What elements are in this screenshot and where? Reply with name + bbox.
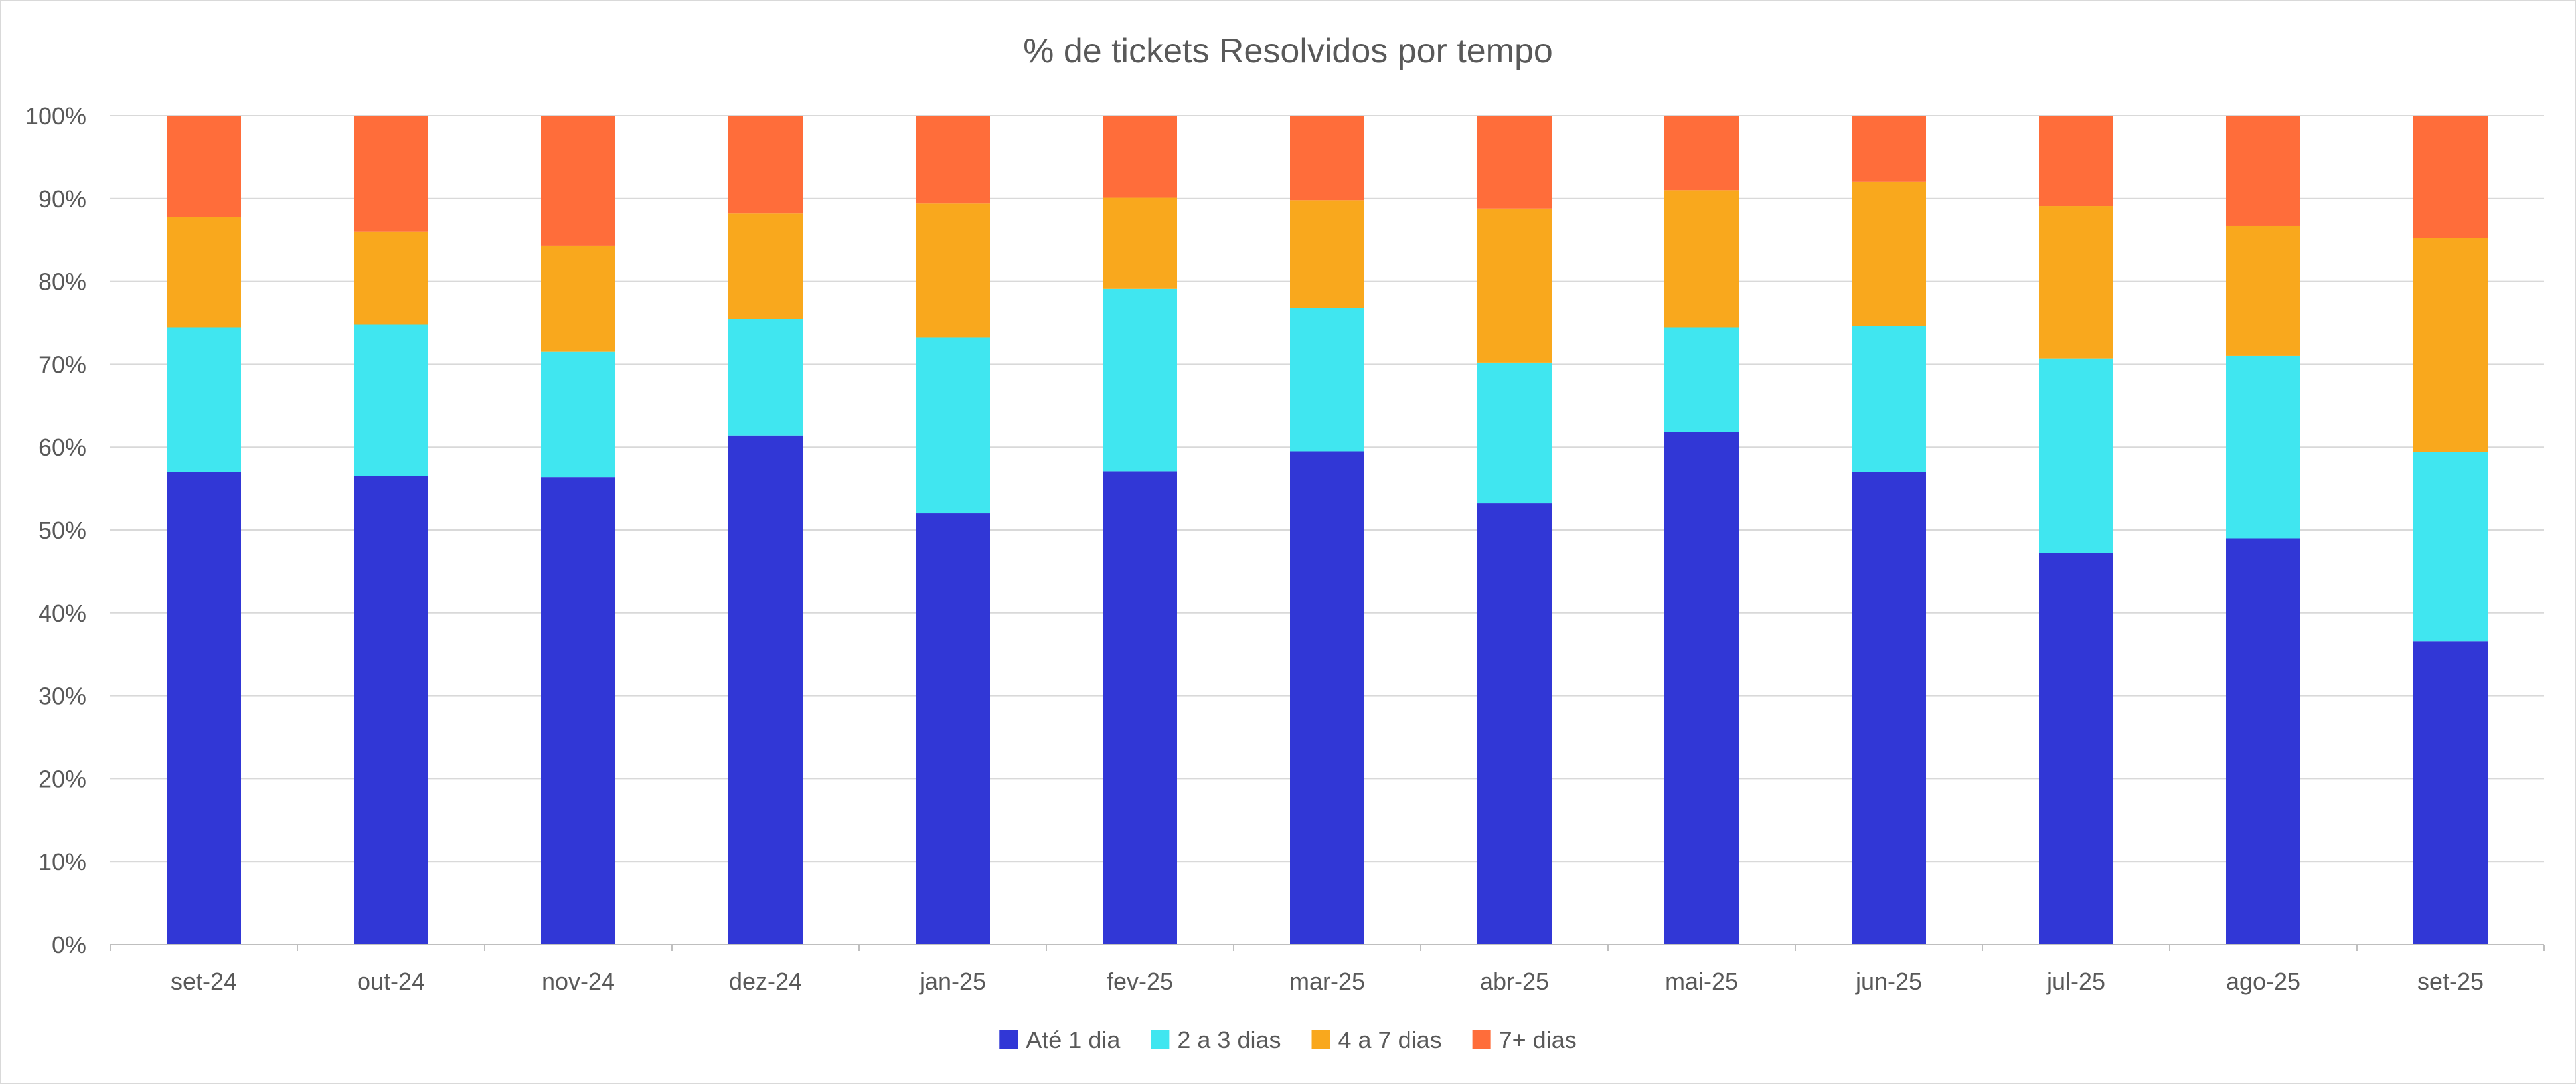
bar-segment bbox=[2039, 358, 2113, 553]
bar-segment bbox=[541, 477, 615, 945]
bar-segment bbox=[2226, 225, 2300, 356]
bar-segment bbox=[541, 351, 615, 478]
bar-segment bbox=[728, 213, 803, 320]
bar-segment bbox=[1852, 116, 1926, 182]
bar-segment bbox=[354, 116, 428, 232]
legend-swatch bbox=[1311, 1030, 1330, 1049]
bar-segment bbox=[541, 116, 615, 246]
bar-segment bbox=[1290, 116, 1364, 201]
bar-segment bbox=[728, 319, 803, 436]
x-tick-label: mar-25 bbox=[1289, 968, 1365, 995]
y-tick-label: 70% bbox=[39, 351, 86, 378]
legend-item: 2 a 3 dias bbox=[1151, 1026, 1281, 1053]
bar-segment bbox=[167, 327, 241, 472]
bar-segment bbox=[1290, 308, 1364, 452]
x-tick-label: mai-25 bbox=[1665, 968, 1738, 995]
bars bbox=[167, 116, 2488, 945]
bar-segment bbox=[2413, 452, 2488, 642]
legend: Até 1 dia 2 a 3 dias 4 a 7 dias 7+ dias bbox=[999, 1026, 1577, 1053]
x-tick-label: dez-24 bbox=[729, 968, 802, 995]
bar-segment bbox=[1290, 200, 1364, 308]
bar-segment bbox=[916, 203, 990, 338]
bar-segment bbox=[1477, 208, 1552, 363]
bar-segment bbox=[2039, 553, 2113, 945]
bar-segment bbox=[728, 435, 803, 945]
bar-segment bbox=[1664, 432, 1739, 945]
bar-segment bbox=[1103, 116, 1177, 198]
bar-segment bbox=[1477, 116, 1552, 209]
x-tick-label: out-24 bbox=[357, 968, 425, 995]
legend-label: 4 a 7 dias bbox=[1338, 1026, 1442, 1053]
axes: 0% 10% 20% 30% 40% 50% 60% 70% 80% 90% 100% set-24 o… bbox=[25, 102, 2545, 995]
bar-segment bbox=[2226, 355, 2300, 539]
bar-segment bbox=[916, 513, 990, 945]
chart-title: % de tickets Resolvidos por tempo bbox=[1023, 32, 1553, 70]
bar-segment bbox=[167, 472, 241, 945]
legend-item: 7+ dias bbox=[1472, 1026, 1577, 1053]
bar-segment bbox=[1664, 116, 1739, 191]
y-tick-label: 40% bbox=[39, 600, 86, 627]
bar-segment bbox=[1477, 503, 1552, 945]
legend-label: 7+ dias bbox=[1499, 1026, 1577, 1053]
y-tick-label: 60% bbox=[39, 434, 86, 461]
bar-segment bbox=[1103, 197, 1177, 289]
x-tick-label: jul-25 bbox=[2046, 968, 2105, 995]
bar-segment bbox=[1852, 472, 1926, 945]
legend-swatch bbox=[1472, 1030, 1491, 1049]
x-tick-label: fev-25 bbox=[1107, 968, 1173, 995]
bar-segment bbox=[1852, 325, 1926, 472]
bar-segment bbox=[354, 231, 428, 325]
bar-segment bbox=[728, 116, 803, 214]
y-tick-label: 10% bbox=[39, 848, 86, 875]
legend-item: Até 1 dia bbox=[999, 1026, 1121, 1053]
x-tick-label: jan-25 bbox=[919, 968, 986, 995]
legend-swatch bbox=[999, 1030, 1018, 1049]
x-tick-label: jun-25 bbox=[1855, 968, 1922, 995]
bar-segment bbox=[2413, 116, 2488, 238]
bar-segment bbox=[167, 217, 241, 328]
bar-segment bbox=[916, 116, 990, 204]
bar-segment bbox=[1290, 451, 1364, 945]
bar-segment bbox=[2413, 641, 2488, 945]
x-tick-label: set-24 bbox=[171, 968, 237, 995]
bar-segment bbox=[1664, 327, 1739, 432]
bar-segment bbox=[1477, 362, 1552, 504]
legend-label: Até 1 dia bbox=[1026, 1026, 1121, 1053]
bar-segment bbox=[2226, 538, 2300, 945]
bar-segment bbox=[167, 116, 241, 217]
y-tick-label: 0% bbox=[52, 931, 86, 958]
legend-item: 4 a 7 dias bbox=[1311, 1026, 1442, 1053]
bar-segment bbox=[1103, 288, 1177, 472]
bar-segment bbox=[1852, 181, 1926, 326]
bar-segment bbox=[916, 337, 990, 514]
x-tick-label: abr-25 bbox=[1480, 968, 1549, 995]
bar-segment bbox=[1664, 190, 1739, 328]
bar-segment bbox=[2039, 116, 2113, 207]
x-tick-label: set-25 bbox=[2417, 968, 2484, 995]
bar-segment bbox=[541, 245, 615, 352]
y-tick-label: 30% bbox=[39, 683, 86, 710]
bar-segment bbox=[2039, 206, 2113, 359]
legend-swatch bbox=[1151, 1030, 1170, 1049]
y-tick-label: 100% bbox=[25, 102, 86, 130]
x-tick-label: nov-24 bbox=[542, 968, 615, 995]
y-tick-label: 90% bbox=[39, 185, 86, 213]
y-tick-label: 20% bbox=[39, 765, 86, 792]
y-tick-label: 50% bbox=[39, 517, 86, 544]
legend-label: 2 a 3 dias bbox=[1177, 1026, 1281, 1053]
bar-segment bbox=[1103, 471, 1177, 945]
bar-segment bbox=[354, 476, 428, 945]
bar-segment bbox=[354, 324, 428, 476]
bar-segment bbox=[2413, 238, 2488, 452]
y-tick-label: 80% bbox=[39, 268, 86, 296]
x-tick-label: ago-25 bbox=[2226, 968, 2300, 995]
bar-segment bbox=[2226, 116, 2300, 226]
